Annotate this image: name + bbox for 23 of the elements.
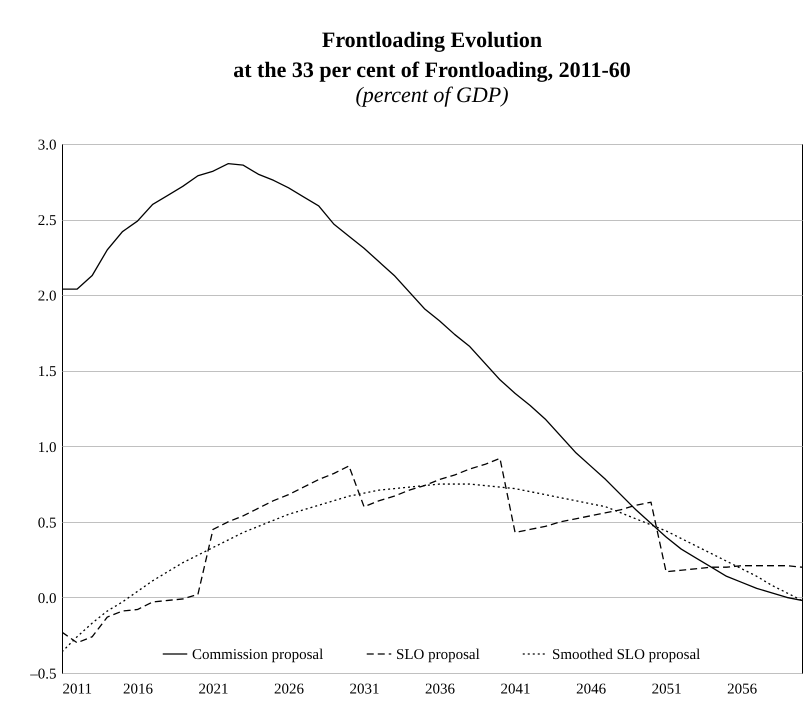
x-tick-label: 2016 xyxy=(123,682,154,698)
x-tick-label: 2026 xyxy=(274,682,305,698)
legend-label: Smoothed SLO proposal xyxy=(552,647,700,663)
x-tick-label: 2051 xyxy=(652,682,682,698)
y-tick-label: 1.5 xyxy=(38,364,56,380)
chart-title: Frontloading Evolution at the 33 per cent of Frontloading, 2011-60 xyxy=(233,27,631,82)
x-tick-label: 2046 xyxy=(576,682,607,698)
x-tick-label: 2031 xyxy=(350,682,380,698)
x-tick-label: 2011 xyxy=(62,682,92,698)
legend-label: Commission proposal xyxy=(192,647,324,663)
legend-label: SLO proposal xyxy=(396,647,480,663)
y-tick-label: 1.0 xyxy=(38,440,56,456)
y-tick-label: 2.5 xyxy=(38,213,56,230)
x-tick-label: 2056 xyxy=(727,682,758,698)
y-tick-label: 0.0 xyxy=(38,590,56,607)
chart-subtitle: (percent of GDP) xyxy=(355,82,509,107)
x-tick-label: 2021 xyxy=(198,682,229,698)
x-tick-label: 2041 xyxy=(500,682,531,698)
y-tick-label: 0.5 xyxy=(38,515,56,532)
x-tick-label: 2036 xyxy=(425,682,456,698)
y-tick-label: 3.0 xyxy=(38,138,56,154)
y-tick-label: 2.0 xyxy=(38,288,56,305)
y-tick-label: –0.5 xyxy=(29,666,56,682)
